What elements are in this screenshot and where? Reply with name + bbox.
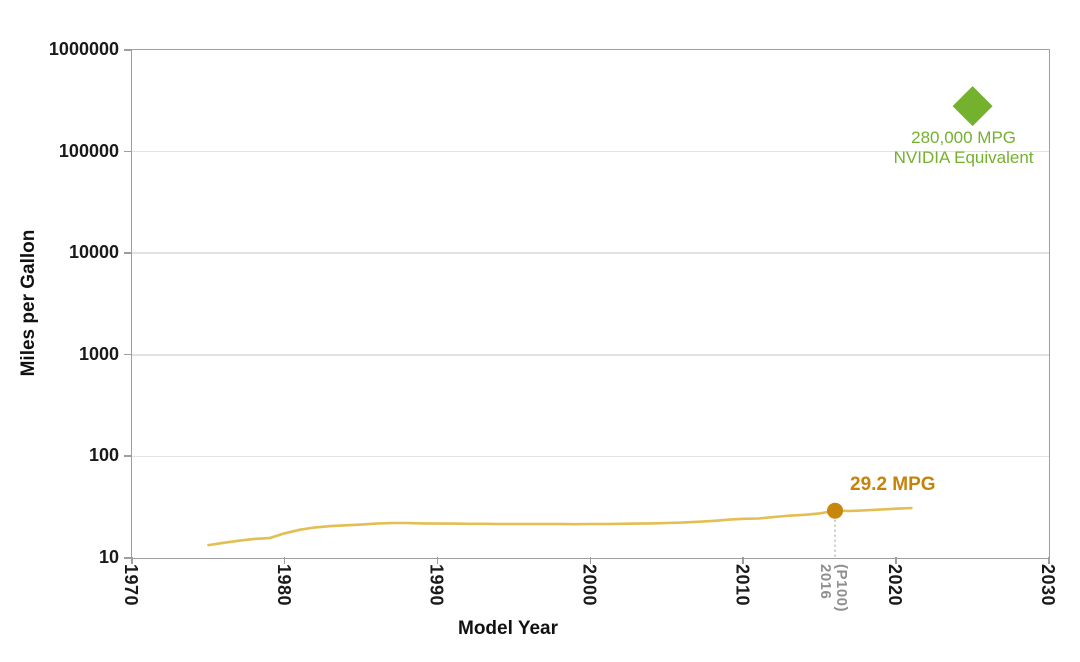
y-axis-tick [124, 353, 131, 356]
y-tick-label: 100 [88, 445, 119, 466]
y-axis-tick [124, 150, 131, 153]
nvidia-diamond-marker [952, 86, 993, 127]
gridline [132, 354, 1049, 356]
y-axis-tick [124, 557, 131, 559]
data-layer [207, 86, 993, 558]
x-axis-tick [742, 557, 744, 564]
gridline [132, 150, 1049, 153]
p100-axis-label: 2016 (P100) [817, 564, 851, 613]
x-tick-label: 1980 [273, 564, 294, 607]
x-axis-tick [436, 557, 439, 564]
y-axis-tick [124, 49, 131, 51]
y-tick-label: 1000 [78, 343, 119, 364]
plot-area [131, 49, 1050, 559]
x-axis-title: Model Year [458, 618, 558, 639]
mpg-point-marker [827, 502, 844, 519]
x-axis-tick [283, 557, 286, 564]
x-tick-label: 2020 [885, 564, 906, 607]
y-tick-label: 10 [98, 547, 119, 567]
nvidia-annotation-value: 280,000 MPG [911, 128, 1017, 148]
x-axis-tick [589, 557, 591, 564]
x-axis-tick [1048, 557, 1050, 564]
y-tick-label: 1000000 [48, 39, 119, 59]
y-tick-label: 100000 [58, 140, 119, 161]
p100-axis-label-year: 2016 [817, 564, 835, 600]
gridline [132, 455, 1049, 458]
nvidia-annotation-caption: NVIDIA Equivalent [893, 148, 1034, 168]
y-axis-title: Miles per Gallon [18, 229, 39, 377]
x-axis-tick [895, 557, 897, 564]
x-axis-tick [131, 557, 133, 564]
x-tick-label: 1990 [426, 564, 447, 607]
x-tick-label: 2000 [579, 564, 600, 607]
gridline [132, 252, 1049, 254]
x-tick-label: 1970 [121, 564, 141, 607]
nvidia-annotation: 280,000 MPG NVIDIA Equivalent [854, 128, 1074, 168]
mpg-line [207, 506, 913, 547]
y-axis-tick [124, 252, 131, 254]
x-tick-label: 2010 [732, 564, 753, 607]
y-tick-label: 10000 [68, 242, 119, 263]
x-tick-label: 2030 [1038, 564, 1058, 607]
p100-axis-label-chip: (P100) [833, 564, 851, 613]
y-axis-tick [124, 455, 131, 457]
mpg-point-annotation: 29.2 MPG [850, 473, 936, 495]
